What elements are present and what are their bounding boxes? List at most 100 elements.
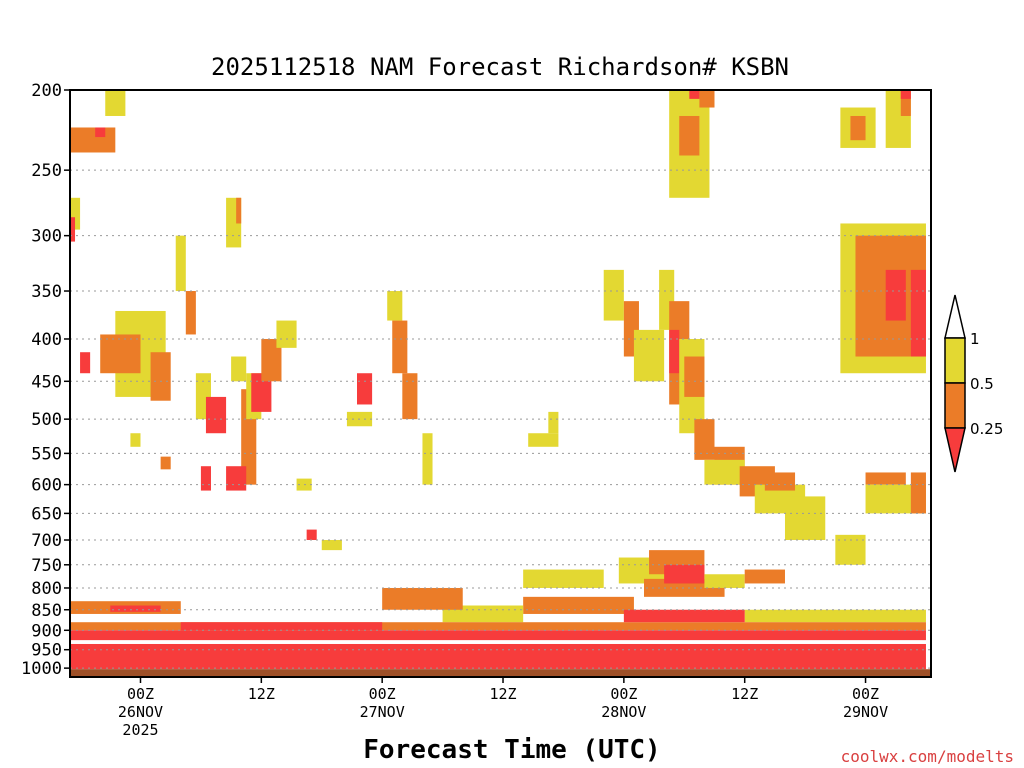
y-tick-label: 250 bbox=[31, 161, 62, 181]
ri-patch-0.25-0.5 bbox=[684, 356, 705, 397]
ri-patch-0.25-0.5 bbox=[699, 91, 715, 108]
ri-patch-0.5-1 bbox=[130, 433, 141, 447]
ri-patch-0.25-0.5 bbox=[236, 197, 242, 224]
plot-frame bbox=[69, 89, 932, 678]
y-tick-label: 1000 bbox=[21, 659, 62, 679]
ri-patch-0.5-1 bbox=[231, 356, 247, 382]
ri-patch-lt-0.25 bbox=[306, 529, 317, 541]
ri-patch-lt-0.25 bbox=[71, 630, 926, 641]
y-tick-label: 600 bbox=[31, 476, 62, 496]
x-tick-label: 00Z bbox=[610, 685, 637, 703]
ri-patch-0.5-1 bbox=[321, 540, 342, 551]
credit-text: coolwx.com/modelts bbox=[841, 747, 1014, 766]
ri-patch-0.25-0.5 bbox=[160, 456, 171, 470]
ri-patch-lt-0.25 bbox=[200, 466, 211, 491]
y-tick-label: 350 bbox=[31, 282, 62, 302]
y-tick-label: 450 bbox=[31, 372, 62, 392]
ri-patch-lt-0.25 bbox=[623, 609, 745, 623]
y-tick-label: 650 bbox=[31, 504, 62, 524]
ri-patch-0.5-1 bbox=[704, 574, 745, 588]
ri-patch-lt-0.25 bbox=[180, 622, 383, 631]
colorbar-band-0.5-1 bbox=[944, 337, 966, 384]
ri-patch-0.25-0.5 bbox=[71, 127, 116, 153]
ri-patch-0.25-0.5 bbox=[402, 373, 418, 420]
ri-patch-0.5-1 bbox=[784, 496, 826, 541]
ri-patch-0.25-0.5 bbox=[694, 419, 715, 460]
y-tick-label: 800 bbox=[31, 579, 62, 599]
x-tick-label: 12Z bbox=[731, 685, 758, 703]
ri-patch-0.5-1 bbox=[422, 433, 433, 485]
ri-patch-0.5-1 bbox=[528, 433, 559, 447]
colorbar-label-1: 1 bbox=[970, 330, 980, 348]
colorbar-label-0.5: 0.5 bbox=[970, 375, 994, 393]
x-tick-label: 26NOV bbox=[118, 703, 163, 721]
ri-patch-0.5-1 bbox=[835, 534, 866, 565]
ri-patch-0.5-1 bbox=[603, 269, 624, 321]
ri-patch-lt-0.25 bbox=[226, 466, 247, 491]
ri-patch-0.25-0.5 bbox=[100, 334, 141, 374]
chart-title: 2025112518 NAM Forecast Richardson# KSBN bbox=[211, 53, 789, 81]
pressure-axis: 200 250 300 350 400 450 500 550 600 650 700 750 8008… bbox=[21, 81, 70, 679]
y-tick-label: 750 bbox=[31, 556, 62, 576]
y-tick-label: 500 bbox=[31, 410, 62, 430]
ri-patch-lt-0.25 bbox=[205, 396, 227, 434]
ri-patch-0.25-0.5 bbox=[850, 115, 866, 141]
x-tick-label: 00Z bbox=[127, 685, 154, 703]
x-tick-label: 12Z bbox=[248, 685, 275, 703]
x-tick-label: 27NOV bbox=[360, 703, 405, 721]
y-tick-label: 700 bbox=[31, 531, 62, 551]
ri-patch-lt-0.25 bbox=[71, 643, 926, 670]
ri-patch-0.25-0.5 bbox=[392, 320, 408, 374]
ri-patch-0.5-1 bbox=[704, 459, 745, 485]
ri-patch-0.5-1 bbox=[387, 291, 403, 321]
ri-patch-lt-0.25 bbox=[669, 329, 680, 374]
ri-patch-0.5-1 bbox=[276, 320, 297, 348]
ri-patch-0.25-0.5 bbox=[150, 352, 171, 401]
x-tick-label: 2025 bbox=[122, 721, 158, 739]
ri-patch-0.5-1 bbox=[548, 411, 559, 434]
colorbar-bottom-extension bbox=[944, 427, 966, 473]
ri-patch-0.5-1 bbox=[523, 569, 604, 588]
ri-patch-lt-0.25 bbox=[689, 91, 700, 99]
colorbar: 1 0.5 0.25 bbox=[944, 294, 1003, 473]
x-tick-label: 28NOV bbox=[601, 703, 646, 721]
ri-patch-lt-0.25 bbox=[900, 91, 911, 99]
ri-patch-0.25-0.5 bbox=[71, 622, 926, 631]
ri-patch-0.25-0.5 bbox=[910, 472, 926, 514]
ri-patch-lt-0.25 bbox=[357, 373, 373, 405]
ri-patch-0.5-1 bbox=[71, 197, 81, 230]
x-tick-label: 12Z bbox=[489, 685, 516, 703]
ri-patch-lt-0.25 bbox=[910, 269, 926, 357]
y-tick-label: 850 bbox=[31, 601, 62, 621]
y-tick-label: 900 bbox=[31, 621, 62, 641]
y-tick-label: 200 bbox=[31, 81, 62, 101]
ri-patch-0.25-0.5 bbox=[523, 596, 634, 614]
ri-patch-0.25-0.5 bbox=[679, 115, 700, 156]
ri-patch-lt-0.25 bbox=[885, 269, 906, 321]
colorbar-label-0.25: 0.25 bbox=[970, 420, 1003, 438]
ri-patch-lt-0.25 bbox=[110, 605, 161, 612]
ri-patch-lt-0.25 bbox=[71, 217, 76, 242]
ri-patch-0.5-1 bbox=[633, 329, 665, 382]
x-tick-label: 00Z bbox=[369, 685, 396, 703]
ri-patch-0.25-0.5 bbox=[261, 338, 282, 382]
y-tick-label: 950 bbox=[31, 641, 62, 661]
ri-patch-0.25-0.5 bbox=[900, 91, 911, 116]
ri-patch-0.25-0.5 bbox=[744, 569, 785, 584]
ri-patch-lt-0.25 bbox=[251, 373, 272, 412]
y-tick-label: 550 bbox=[31, 444, 62, 464]
heatmap-cells bbox=[71, 91, 930, 676]
ri-patch-0.25-0.5 bbox=[382, 587, 463, 610]
y-tick-label: 400 bbox=[31, 330, 62, 350]
ri-patch-lt-0.25 bbox=[95, 127, 106, 138]
ri-patch-0.5-1 bbox=[105, 91, 126, 116]
x-axis-label: Forecast Time (UTC) bbox=[363, 735, 660, 765]
ri-patch-0.25-0.5 bbox=[865, 472, 906, 485]
ri-patch-lt-0.25 bbox=[80, 352, 91, 374]
ri-patch-lt-0.25 bbox=[664, 564, 705, 584]
colorbar-top-extension bbox=[944, 294, 966, 339]
x-tick-label: 00Z bbox=[852, 685, 879, 703]
ri-patch-0.25-0.5 bbox=[185, 291, 196, 335]
